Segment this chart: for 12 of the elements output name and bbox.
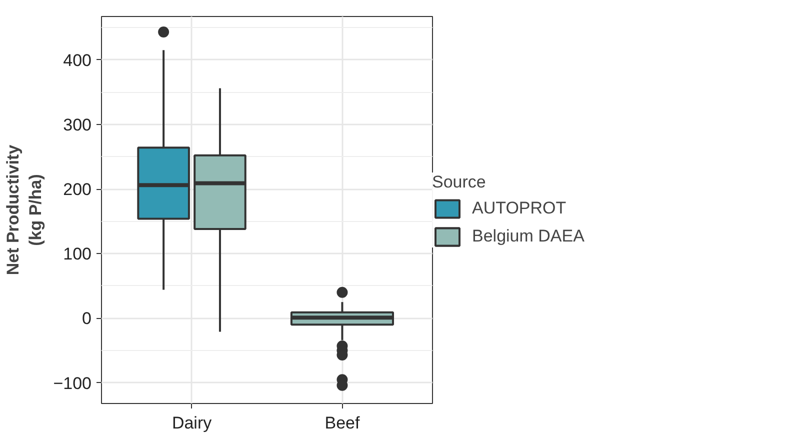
y-tick-label: 0 [82,309,92,328]
y-tick-label: 200 [63,180,92,200]
legend-title: Source [432,172,487,192]
legend-label: AUTOPROT [472,198,566,218]
x-tick-label: Dairy [172,414,212,432]
legend-label: Belgium DAEA [472,226,584,246]
y-tick-label: 100 [63,244,92,264]
y-axis-title: Net Productivity (kg P/ha) [3,144,46,276]
y-tick-label: 300 [63,115,92,134]
y-tick-label: −100 [53,374,92,393]
y-tick-label: 400 [63,50,92,70]
x-tick-label: Beef [324,414,360,432]
